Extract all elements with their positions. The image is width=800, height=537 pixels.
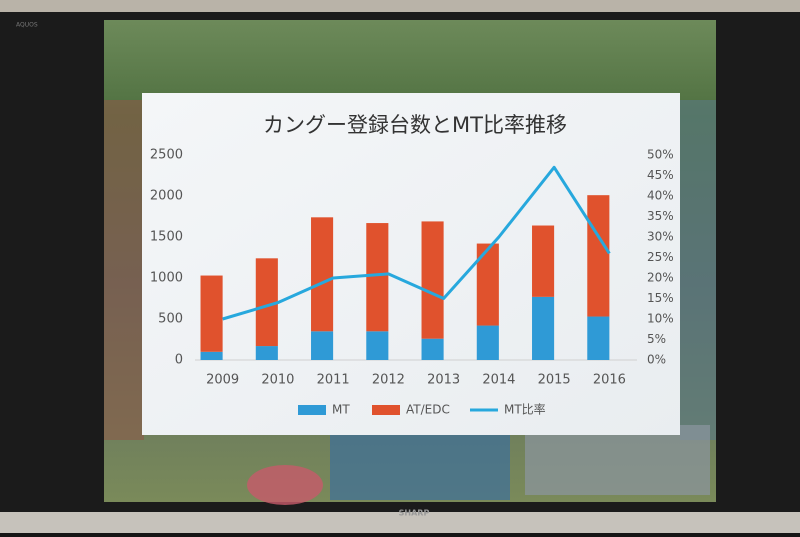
tv-model: AQUOS (16, 22, 38, 29)
parked-cars (104, 100, 144, 440)
x-tick-label: 2013 (427, 373, 460, 388)
wall (0, 512, 800, 533)
bar (311, 217, 334, 332)
y-tick-label: 1000 (150, 271, 183, 286)
x-tick-label: 2010 (261, 373, 294, 388)
y2-tick-label: 10% (647, 312, 674, 326)
tv-brand: SHARP (399, 509, 430, 518)
bar (311, 331, 334, 360)
chart-title: カングー登録台数とMT比率推移 (263, 113, 567, 137)
y2-tick-label: 25% (647, 250, 674, 264)
y2-tick-label: 5% (647, 332, 666, 346)
bar (255, 346, 278, 360)
legend-label: MT (332, 403, 350, 417)
y2-tick-label: 45% (647, 168, 674, 182)
bar (366, 331, 389, 360)
bar (532, 225, 555, 297)
x-tick-label: 2014 (482, 373, 515, 388)
bar (421, 221, 444, 339)
x-tick-label: 2009 (206, 373, 239, 388)
bar (476, 325, 499, 360)
bar (366, 223, 389, 332)
bar (200, 275, 223, 352)
y2-tick-label: 40% (647, 189, 674, 203)
y2-tick-label: 20% (647, 271, 674, 285)
y2-tick-label: 30% (647, 230, 674, 244)
legend-marker (372, 405, 400, 415)
legend-label: MT比率 (504, 402, 546, 417)
parked-cars (525, 425, 710, 495)
parked-cars (680, 100, 716, 440)
y-tick-label: 1500 (150, 230, 183, 245)
bar (587, 316, 610, 360)
wall (0, 0, 800, 12)
x-tick-label: 2011 (317, 373, 350, 388)
legend-label: AT/EDC (406, 403, 450, 417)
x-tick-label: 2015 (538, 373, 571, 388)
y2-tick-label: 0% (647, 353, 666, 367)
bar (200, 351, 223, 360)
bar (255, 258, 278, 347)
umbrella (247, 465, 323, 505)
parked-cars (330, 430, 510, 500)
y-tick-label: 0 (175, 353, 183, 368)
x-tick-label: 2012 (372, 373, 405, 388)
bar (532, 296, 555, 360)
y2-tick-label: 50% (647, 148, 674, 162)
bar (476, 243, 499, 326)
y-tick-label: 2500 (150, 148, 183, 163)
y2-tick-label: 35% (647, 209, 674, 223)
bar (587, 195, 610, 317)
line (222, 165, 611, 321)
x-tick-label: 2016 (593, 373, 626, 388)
legend-marker (298, 405, 326, 415)
y-tick-label: 500 (158, 312, 183, 327)
y-tick-label: 2000 (150, 189, 183, 204)
bar (421, 338, 444, 360)
y2-tick-label: 15% (647, 291, 674, 305)
